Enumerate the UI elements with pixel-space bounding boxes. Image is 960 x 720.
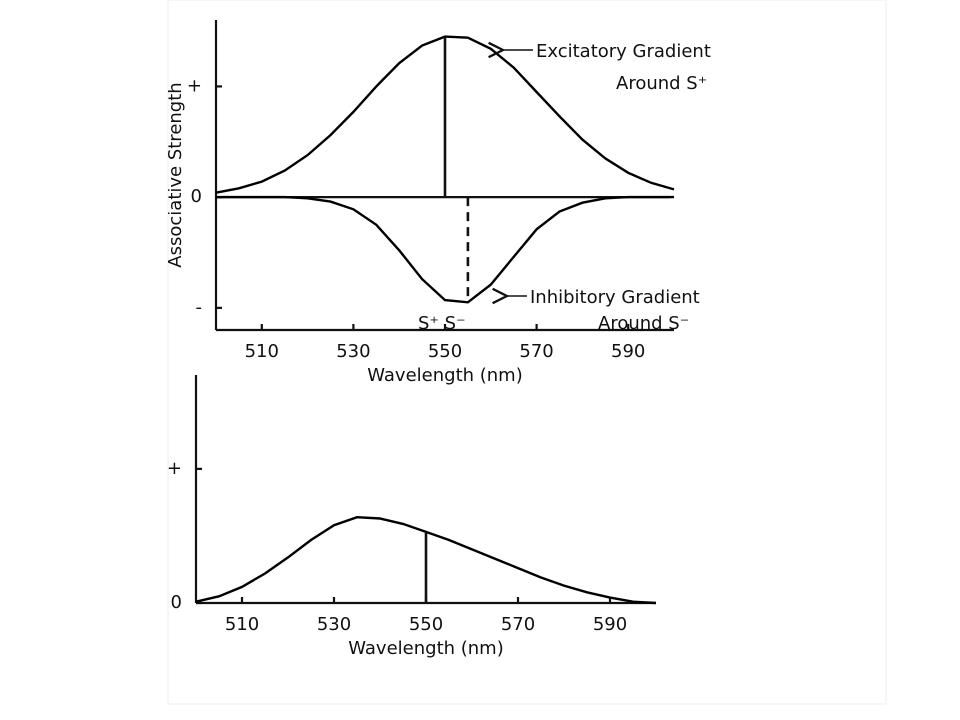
y-axis-label: Associative Strength (145, 396, 166, 581)
x-axis-label: Wavelength (nm) (348, 638, 504, 659)
annotation: Around S⁻ (598, 313, 689, 334)
annotation: Around S⁺ (616, 73, 707, 94)
x-axis-label: Wavelength (nm) (367, 365, 523, 386)
y-tick-label: + (167, 458, 182, 479)
x-tick-label: 530 (317, 614, 351, 635)
x-tick-label: 510 (225, 614, 259, 635)
x-tick-label: 590 (593, 614, 627, 635)
gradient-curve (216, 195, 674, 304)
annotation: Excitatory Gradient (536, 41, 711, 62)
page (167, 0, 887, 705)
x-tick-label: 530 (336, 341, 370, 362)
annotation: S⁺ S⁻ (418, 313, 466, 334)
gradient-curve (215, 35, 675, 194)
x-tick-label: 570 (501, 614, 535, 635)
y-tick-label: + (187, 75, 202, 96)
y-tick-label: 0 (191, 186, 202, 207)
gradient-curve (195, 515, 657, 605)
x-tick-label: 510 (245, 341, 279, 362)
x-tick-label: 570 (519, 341, 553, 362)
y-tick-label: 0 (171, 592, 182, 613)
y-tick-label: - (196, 297, 203, 318)
x-tick-label: 550 (428, 341, 462, 362)
annotation: Inhibitory Gradient (530, 287, 700, 308)
y-axis-label: Associative Strength (165, 82, 186, 267)
x-tick-label: 590 (611, 341, 645, 362)
x-tick-label: 550 (409, 614, 443, 635)
